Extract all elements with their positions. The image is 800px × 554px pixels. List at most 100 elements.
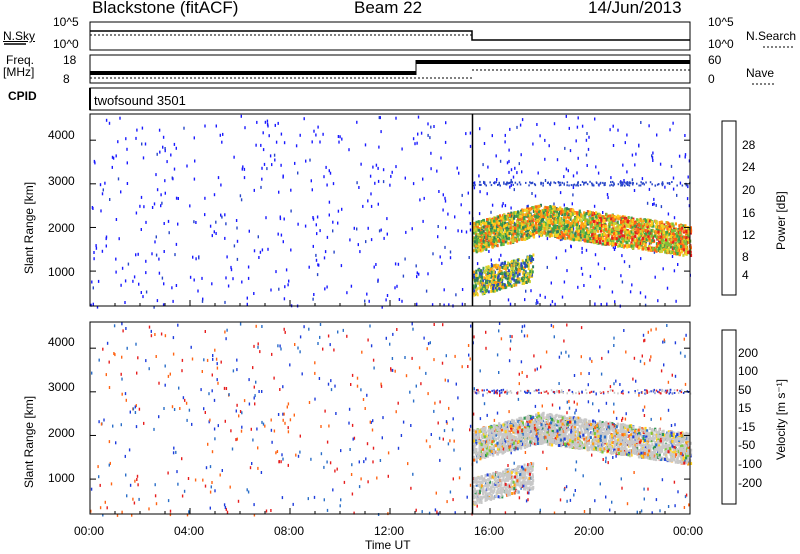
power-echo-cell [631,243,634,247]
power-noise-cell [628,264,631,268]
power-echo-cell [556,235,559,239]
velocity-noise-cell [191,422,193,426]
power-echo-cell [507,213,510,217]
velocity-noise-cell [546,467,548,471]
power-noise-cell [398,298,401,301]
power-echo-cell [534,212,537,216]
velocity-noise-cell [685,493,688,497]
velocity-noise-cell [445,420,448,424]
velocity-echo-cell [478,447,481,451]
velocity-noise-cell [313,495,316,499]
power-noise-cell [328,213,330,217]
power-noise-cell [162,145,164,149]
power-noise-cell [290,188,292,192]
velocity-noise-cell [611,500,613,504]
power-echo-cell [564,236,567,240]
power-echo-cell [614,242,618,246]
velocity-noise-cell [120,423,122,427]
power-echo-cell [672,252,676,256]
power-streak-cell [632,183,634,186]
power-noise-cell [195,257,197,261]
power-noise-cell [469,131,472,135]
velocity-noise-cell [185,401,188,405]
power-near-echo-cell [480,287,483,291]
power-echo-cell [491,226,494,230]
power-noise-cell [211,282,213,286]
power-echo-cell [634,221,637,225]
power-near-echo-cell [490,286,493,290]
power-echo-cell [566,220,569,223]
power-echo-cell [536,208,539,212]
velocity-noise-cell [324,409,326,413]
power-echo-cell [560,224,563,228]
power-near-echo-cell [492,278,495,282]
power-noise-cell [120,190,122,194]
power-noise-cell [687,175,689,179]
velocity-noise-cell [590,431,592,435]
velocity-noise-cell [421,510,423,514]
velocity-noise-cell [563,339,565,343]
power-echo-cell [485,241,488,245]
power-noise-cell [430,151,432,155]
velocity-noise-cell [173,408,176,411]
power-near-echo-cell [504,266,507,270]
power-echo-cell [579,233,582,237]
power-streak-cell [525,181,527,184]
power-echo-cell [682,246,685,250]
power-echo-cell [607,228,611,231]
power-echo-cell [485,245,488,249]
power-noise-cell [586,132,588,135]
power-echo-cell [544,227,547,231]
velocity-noise-cell [105,373,107,377]
power-echo-cell [562,226,565,230]
power-near-echo-cell [487,290,490,294]
velocity-noise-cell [449,439,451,443]
power-echo-cell [682,248,685,252]
power-noise-cell [91,280,93,284]
power-near-echo-cell [509,282,512,285]
velocity-noise-cell [320,452,323,456]
velocity-noise-cell [442,323,444,327]
power-echo-cell [579,230,582,234]
power-echo-cell [569,237,572,241]
power-echo-cell [550,206,553,210]
power-noise-cell [163,250,165,253]
freq-left-tick-top: 18 [63,53,77,67]
power-near-echo-cell [525,275,528,279]
velocity-cbar-tick-m50: -50 [738,438,756,452]
power-near-echo-cell [486,286,488,290]
velocity-noise-cell [318,377,321,380]
power-noise-cell [326,183,328,187]
velocity-noise-cell [281,453,283,457]
power-echo-cell [492,239,495,242]
velocity-noise-cell [158,381,160,385]
power-near-echo-cell [526,261,529,265]
velocity-noise-cell [289,418,292,422]
power-noise-cell [648,242,651,246]
power-noise-cell [117,140,119,144]
velocity-ytick-3000: 3000 [48,380,75,394]
power-noise-cell [553,202,555,206]
power-noise-cell [267,247,269,251]
velocity-noise-cell [640,509,643,513]
velocity-noise-cell [346,334,348,338]
power-echo-cell [576,215,580,219]
velocity-noise-cell [649,358,651,362]
power-streak-cell [602,181,604,184]
power-noise-cell [247,265,250,269]
velocity-noise-cell [224,506,227,509]
velocity-noise-cell [472,412,475,416]
velocity-noise-cell [660,369,663,373]
velocity-noise-cell [228,393,230,397]
power-noise-cell [145,271,147,275]
power-echo-cell [493,219,496,223]
power-noise-cell [563,203,565,207]
power-echo-cell [663,244,666,248]
power-noise-cell [261,177,263,181]
power-noise-cell [548,144,550,148]
velocity-noise-cell [609,385,612,389]
velocity-noise-cell [239,410,242,413]
power-echo-cell [572,238,575,242]
velocity-noise-cell [225,387,228,390]
power-noise-cell [151,206,154,209]
